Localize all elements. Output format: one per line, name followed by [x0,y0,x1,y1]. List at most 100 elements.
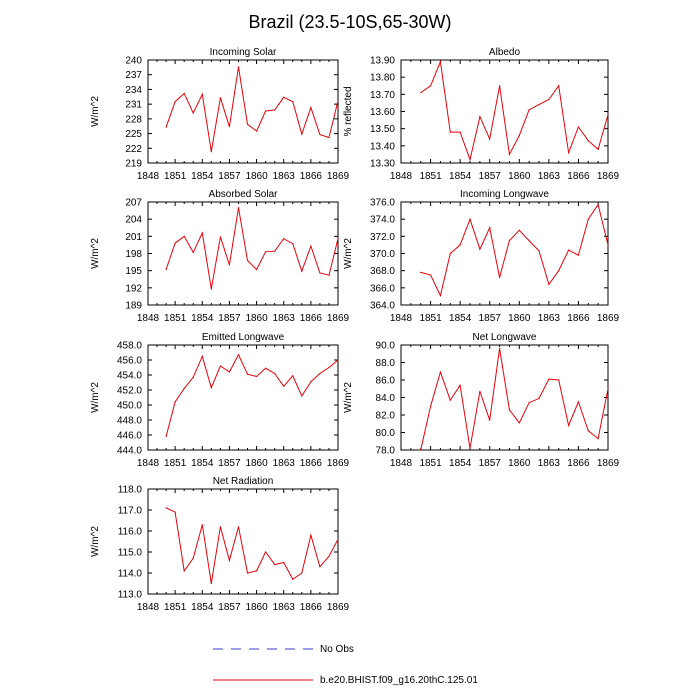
y-tick-label: 366.0 [370,283,395,294]
y-tick-label: 80.0 [376,428,396,439]
data-point [301,572,303,574]
panel-net-longwave: Net Longwave W/m^2 78.0 80.0 82.0 84.0 86.0 88.… [343,332,620,469]
data-point [508,153,511,156]
y-tick-label: 90.0 [376,341,396,352]
data-point [567,424,570,427]
panel-title: Incoming Solar [210,47,277,58]
x-tick-label: 1848 [137,313,160,324]
data-point [292,101,294,103]
data-point [337,238,339,240]
x-tick-label: 1863 [273,602,296,613]
data-point [228,559,231,562]
data-point [449,399,451,401]
x-tick-label: 1860 [245,458,268,469]
data-point [165,435,167,438]
y-tick-label: 86.0 [376,376,396,387]
series-line [165,66,339,152]
x-tick-label: 1854 [191,458,214,469]
data-point [319,133,321,136]
data-point [255,268,258,271]
x-tick-label: 1851 [164,171,187,182]
data-point [489,138,491,140]
y-axis-label: W/m^2 [90,238,101,269]
y-tick-label: 84.0 [376,393,396,404]
x-tick-label: 1860 [508,458,531,469]
y-tick-label: 450.0 [117,401,142,412]
x-tick-label: 1860 [245,313,268,324]
x-tick-label: 1863 [538,171,561,182]
data-point [192,376,194,378]
data-point [328,555,330,557]
x-tick-label: 1848 [137,458,160,469]
x-tick-label: 1848 [137,602,160,613]
data-point [420,271,422,273]
panels: Incoming Solar W/m^2 219 222 225 228 231 234 237… [90,47,620,613]
data-point [265,367,267,369]
y-axis-label: W/m^2 [90,526,101,557]
data-point [165,268,167,271]
x-tick-label: 1854 [449,458,472,469]
x-tick-label: 1863 [538,458,561,469]
data-point [183,235,185,237]
data-point [237,207,240,209]
y-tick-label: 376.0 [370,198,395,209]
x-tick-label: 1869 [327,458,350,469]
y-tick-label: 13.30 [370,159,395,170]
data-point [548,283,550,285]
data-point [292,578,294,580]
data-point [538,104,540,106]
data-point [219,526,221,528]
panel-title: Net Radiation [213,476,274,487]
data-point [174,242,176,244]
data-point [201,232,203,234]
data-point [469,218,471,220]
y-tick-label: 117.0 [118,506,143,517]
data-point [449,131,451,133]
x-tick-label: 1866 [567,313,590,324]
figure-title: Brazil (23.5-10S,65-30W) [248,12,451,32]
y-tick-label: 222 [125,144,142,155]
x-tick-label: 1869 [327,602,350,613]
y-tick-label: 207 [125,198,142,209]
y-tick-label: 13.40 [370,141,395,152]
data-point [219,97,221,99]
panel-title: Net Longwave [473,332,537,343]
data-point [587,218,589,220]
data-point [292,375,294,377]
data-point [255,570,258,572]
data-point [328,136,330,139]
data-point [174,511,176,513]
y-tick-label: 88.0 [376,358,396,369]
x-tick-label: 1869 [327,313,350,324]
y-tick-label: 195 [125,266,142,277]
x-tick-label: 1851 [164,313,187,324]
data-point [165,507,167,509]
data-point [192,251,194,253]
x-tick-label: 1860 [245,602,268,613]
y-tick-label: 13.70 [370,90,395,101]
y-tick-label: 115.0 [118,548,143,559]
data-point [246,123,249,125]
x-tick-label: 1851 [164,602,187,613]
data-point [439,61,442,63]
data-point [528,240,530,242]
data-point [587,430,589,432]
y-tick-label: 204 [125,215,142,226]
data-point [319,566,321,568]
data-point [508,409,511,411]
y-tick-label: 114.0 [118,569,143,580]
x-tick-label: 1869 [597,458,620,469]
x-tick-label: 1863 [538,313,561,324]
data-point [201,355,203,357]
panel-net-radiation: Net Radiation W/m^2 113.0 114.0 115.0 116.0 11… [90,476,350,613]
panel-absorbed-solar: Absorbed Solar W/m^2 189 192 195 198 201 204 207… [90,189,350,324]
y-tick-label: 446.0 [117,431,142,442]
data-point [319,272,321,274]
data-point [301,395,303,397]
data-point [607,114,609,116]
data-point [518,134,520,137]
data-point [548,378,550,380]
y-axis-label: W/m^2 [343,238,354,269]
data-point [255,130,258,132]
y-axis-label: W/m^2 [90,382,101,413]
